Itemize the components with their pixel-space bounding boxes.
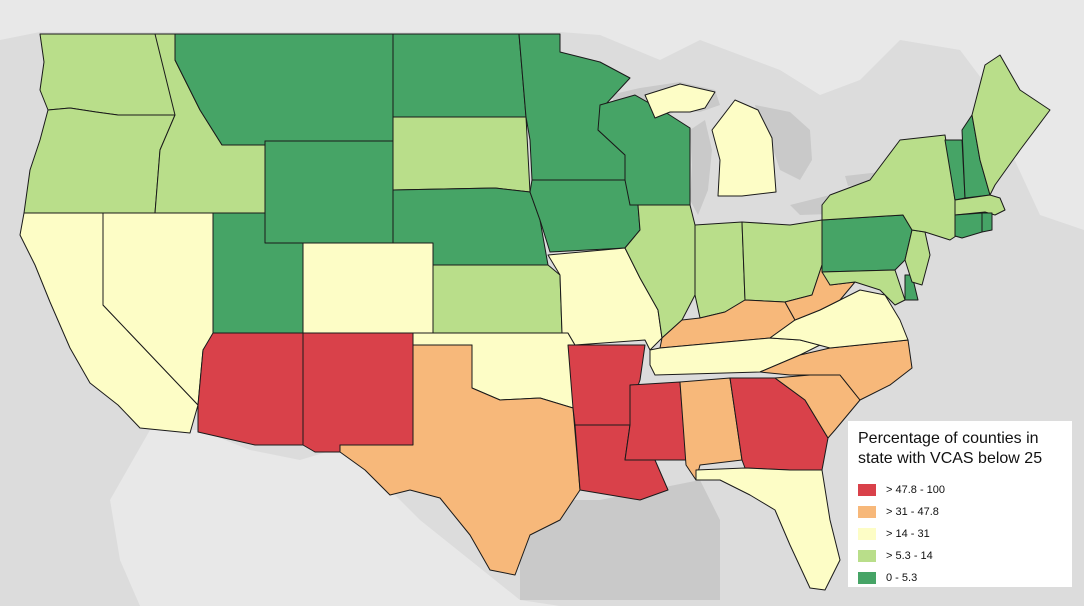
state-indiana[interactable] (694, 221, 746, 319)
mexico-landmass (110, 430, 560, 606)
legend-item: > 47.8 - 100 (858, 479, 1062, 501)
legend-swatch (858, 484, 876, 496)
states-layer (19, 33, 1051, 591)
state-illinois[interactable] (624, 204, 696, 339)
state-oregon[interactable] (23, 107, 176, 214)
canada-landmass (0, 0, 1084, 230)
legend-label: > 5.3 - 14 (886, 550, 933, 562)
legend-label: 0 - 5.3 (886, 572, 918, 584)
state-south-dakota[interactable] (392, 116, 531, 193)
state-florida[interactable] (695, 467, 841, 591)
state-ohio[interactable] (741, 219, 823, 303)
state-kansas[interactable] (432, 264, 563, 334)
legend-label: > 14 - 31 (886, 528, 930, 540)
state-michigan-lower[interactable] (711, 99, 777, 197)
legend-swatch (858, 572, 876, 584)
state-tennessee[interactable] (649, 337, 821, 376)
legend-item: 0 - 5.3 (858, 567, 1062, 589)
legend-item: > 31 - 47.8 (858, 501, 1062, 523)
legend-items: > 47.8 - 100 > 31 - 47.8 > 14 - 31 > 5.3… (858, 479, 1062, 589)
state-colorado[interactable] (302, 242, 434, 334)
state-pennsylvania[interactable] (821, 214, 913, 273)
state-iowa[interactable] (529, 179, 641, 253)
state-washington[interactable] (39, 33, 176, 116)
legend-label: > 31 - 47.8 (886, 506, 939, 518)
legend-swatch (858, 550, 876, 562)
state-maryland[interactable] (821, 269, 906, 306)
legend-title: Percentage of counties in state with VCA… (858, 430, 1043, 467)
legend-item: > 14 - 31 (858, 523, 1062, 545)
legend-item: > 5.3 - 14 (858, 545, 1062, 567)
state-michigan-upper[interactable] (644, 83, 716, 119)
state-mississippi[interactable] (624, 381, 687, 461)
state-north-carolina[interactable] (759, 339, 913, 401)
state-rhode-island[interactable] (981, 212, 993, 233)
state-new-york[interactable] (821, 134, 966, 241)
state-new-mexico[interactable] (302, 332, 414, 453)
state-wyoming[interactable] (264, 140, 394, 244)
map-legend: Percentage of counties in state with VCA… (848, 421, 1072, 587)
state-connecticut[interactable] (954, 212, 983, 239)
state-maine[interactable] (971, 54, 1051, 196)
gulf-of-mexico (520, 480, 720, 600)
legend-label: > 47.8 - 100 (886, 484, 946, 496)
state-north-dakota[interactable] (392, 33, 527, 118)
legend-swatch (858, 528, 876, 540)
state-texas[interactable] (339, 344, 581, 576)
legend-swatch (858, 506, 876, 518)
state-arizona[interactable] (197, 332, 304, 446)
